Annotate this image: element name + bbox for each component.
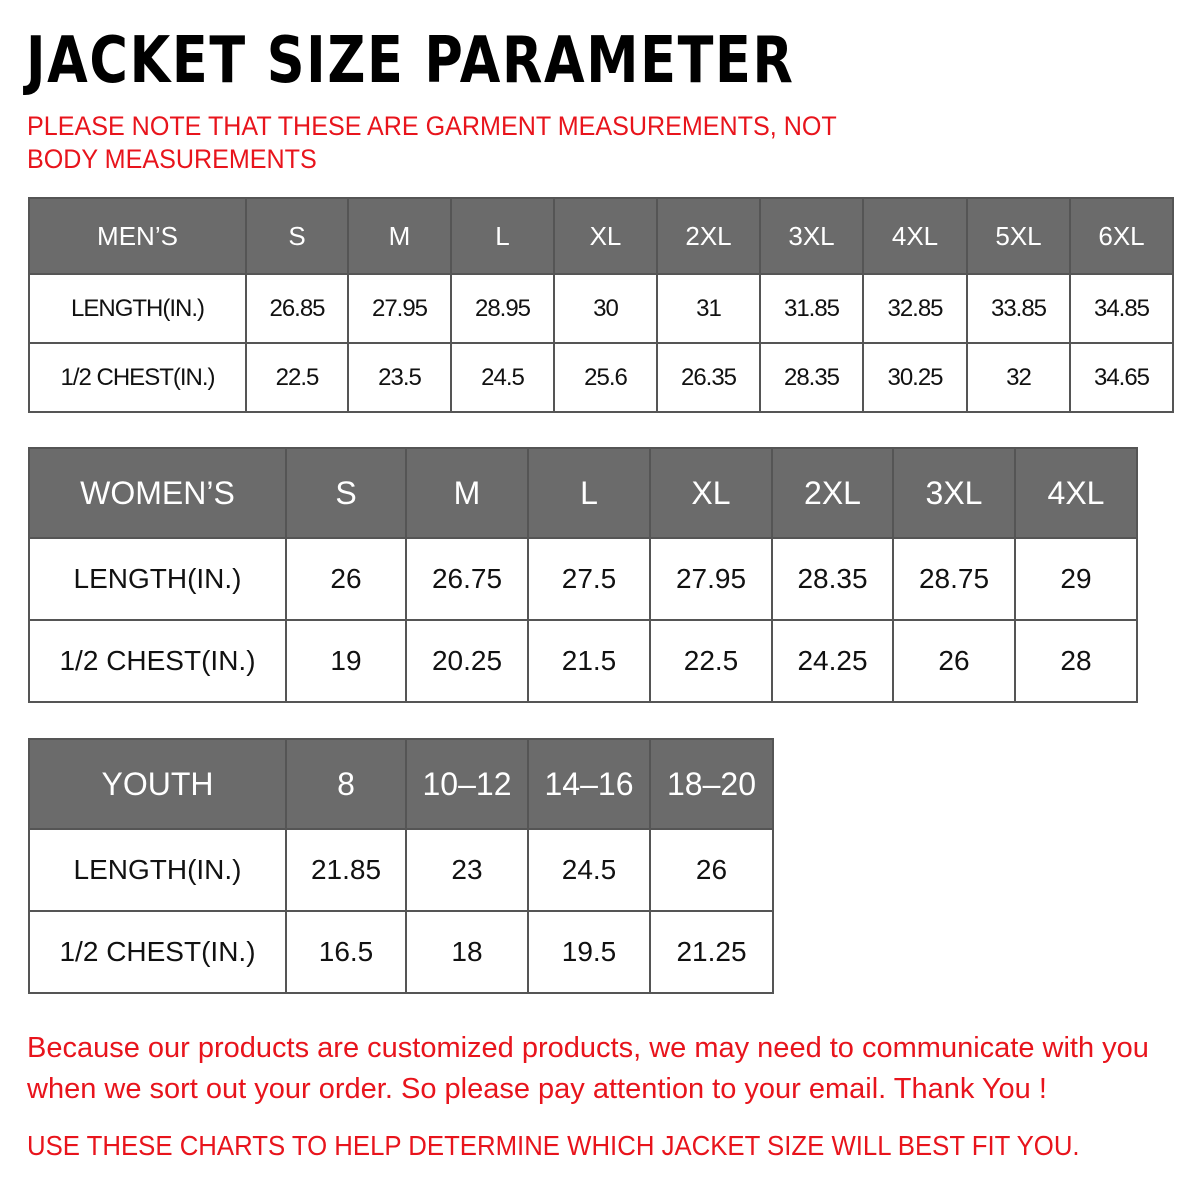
size-header-cell: XL xyxy=(553,197,658,275)
size-header-cell: 2XL xyxy=(656,197,761,275)
measurement-cell: 30 xyxy=(553,273,658,344)
measurement-cell: 31 xyxy=(656,273,761,344)
table-category-header: MEN’S xyxy=(28,197,247,275)
measurement-cell: 26 xyxy=(892,619,1016,703)
row-label: 1/2 CHEST(IN.) xyxy=(28,342,247,413)
measurement-cell: 23 xyxy=(405,828,529,912)
table-row: 1/2 CHEST(IN.) 16.5 18 19.5 21.25 xyxy=(28,910,774,994)
table-row: LENGTH(IN.) 26.85 27.95 28.95 30 31 31.85 32.85… xyxy=(28,273,1174,344)
size-header-cell: 8 xyxy=(285,738,407,830)
measurement-cell: 29 xyxy=(1014,537,1138,621)
measurement-cell: 34.85 xyxy=(1069,273,1174,344)
measurement-cell: 28 xyxy=(1014,619,1138,703)
size-header-cell: S xyxy=(285,447,407,539)
table-row: 1/2 CHEST(IN.) 22.5 23.5 24.5 25.6 26.35 28.35… xyxy=(28,342,1174,413)
measurement-cell: 22.5 xyxy=(245,342,349,413)
mens-size-table: MEN’S S M L XL 2XL 3XL 4XL 5XL 6XL LENGTH(IN.) 26.8… xyxy=(28,197,1174,413)
header-row: WOMEN’S S M L XL 2XL 3XL 4XL xyxy=(28,447,1138,539)
size-header-cell: 5XL xyxy=(966,197,1071,275)
size-header-cell: 4XL xyxy=(862,197,968,275)
measurement-cell: 30.25 xyxy=(862,342,968,413)
size-header-cell: 6XL xyxy=(1069,197,1174,275)
measurement-cell: 31.85 xyxy=(759,273,864,344)
measurement-cell: 28.35 xyxy=(759,342,864,413)
measurement-cell: 26 xyxy=(285,537,407,621)
measurement-cell: 24.25 xyxy=(771,619,894,703)
size-header-cell: 3XL xyxy=(759,197,864,275)
measurement-cell: 32 xyxy=(966,342,1071,413)
size-header-cell: M xyxy=(405,447,529,539)
size-header-cell: 18–20 xyxy=(649,738,774,830)
header-row: YOUTH 8 10–12 14–16 18–20 xyxy=(28,738,774,830)
measurement-cell: 24.5 xyxy=(527,828,651,912)
youth-size-table: YOUTH 8 10–12 14–16 18–20 LENGTH(IN.) 21.85 23 2… xyxy=(28,738,774,994)
size-instruction: USE THESE CHARTS TO HELP DETERMINE WHICH… xyxy=(27,1130,1080,1161)
size-header-cell: 3XL xyxy=(892,447,1016,539)
row-label: LENGTH(IN.) xyxy=(28,537,287,621)
page-title: JACKET SIZE PARAMETER xyxy=(26,24,795,98)
measurement-cell: 19 xyxy=(285,619,407,703)
measurement-cell: 22.5 xyxy=(649,619,773,703)
size-header-cell: 2XL xyxy=(771,447,894,539)
table-category-header: YOUTH xyxy=(28,738,287,830)
table-category-header: WOMEN’S xyxy=(28,447,287,539)
measurement-cell: 27.5 xyxy=(527,537,651,621)
header-row: MEN’S S M L XL 2XL 3XL 4XL 5XL 6XL xyxy=(28,197,1174,275)
size-header-cell: S xyxy=(245,197,349,275)
measurement-cell: 19.5 xyxy=(527,910,651,994)
measurement-cell: 16.5 xyxy=(285,910,407,994)
womens-size-table: WOMEN’S S M L XL 2XL 3XL 4XL LENGTH(IN.) 26 26.75 2… xyxy=(28,447,1138,703)
measurement-cell: 26 xyxy=(649,828,774,912)
measurement-cell: 32.85 xyxy=(862,273,968,344)
measurement-cell: 21.85 xyxy=(285,828,407,912)
measurement-cell: 28.75 xyxy=(892,537,1016,621)
measurement-cell: 23.5 xyxy=(347,342,452,413)
size-header-cell: 4XL xyxy=(1014,447,1138,539)
measurement-cell: 21.25 xyxy=(649,910,774,994)
measurement-cell: 26.75 xyxy=(405,537,529,621)
measurement-cell: 25.6 xyxy=(553,342,658,413)
measurement-cell: 27.95 xyxy=(649,537,773,621)
size-header-cell: L xyxy=(450,197,555,275)
measurement-cell: 33.85 xyxy=(966,273,1071,344)
measurement-cell: 24.5 xyxy=(450,342,555,413)
measurement-cell: 20.25 xyxy=(405,619,529,703)
row-label: LENGTH(IN.) xyxy=(28,828,287,912)
size-header-cell: L xyxy=(527,447,651,539)
measurement-cell: 34.65 xyxy=(1069,342,1174,413)
size-header-cell: 10–12 xyxy=(405,738,529,830)
measurement-cell: 28.35 xyxy=(771,537,894,621)
measurement-cell: 27.95 xyxy=(347,273,452,344)
table-row: LENGTH(IN.) 26 26.75 27.5 27.95 28.35 28.75 29 xyxy=(28,537,1138,621)
measurement-cell: 26.35 xyxy=(656,342,761,413)
measurement-cell: 28.95 xyxy=(450,273,555,344)
size-header-cell: XL xyxy=(649,447,773,539)
measurement-cell: 26.85 xyxy=(245,273,349,344)
size-header-cell: 14–16 xyxy=(527,738,651,830)
measurement-cell: 18 xyxy=(405,910,529,994)
row-label: 1/2 CHEST(IN.) xyxy=(28,619,287,703)
measurement-cell: 21.5 xyxy=(527,619,651,703)
table-row: LENGTH(IN.) 21.85 23 24.5 26 xyxy=(28,828,774,912)
measurement-note: PLEASE NOTE THAT THESE ARE GARMENT MEASU… xyxy=(27,111,837,174)
row-label: LENGTH(IN.) xyxy=(28,273,247,344)
table-row: 1/2 CHEST(IN.) 19 20.25 21.5 22.5 24.25 26 28 xyxy=(28,619,1138,703)
row-label: 1/2 CHEST(IN.) xyxy=(28,910,287,994)
customization-message: Because our products are customized prod… xyxy=(27,1032,1149,1105)
size-header-cell: M xyxy=(347,197,452,275)
